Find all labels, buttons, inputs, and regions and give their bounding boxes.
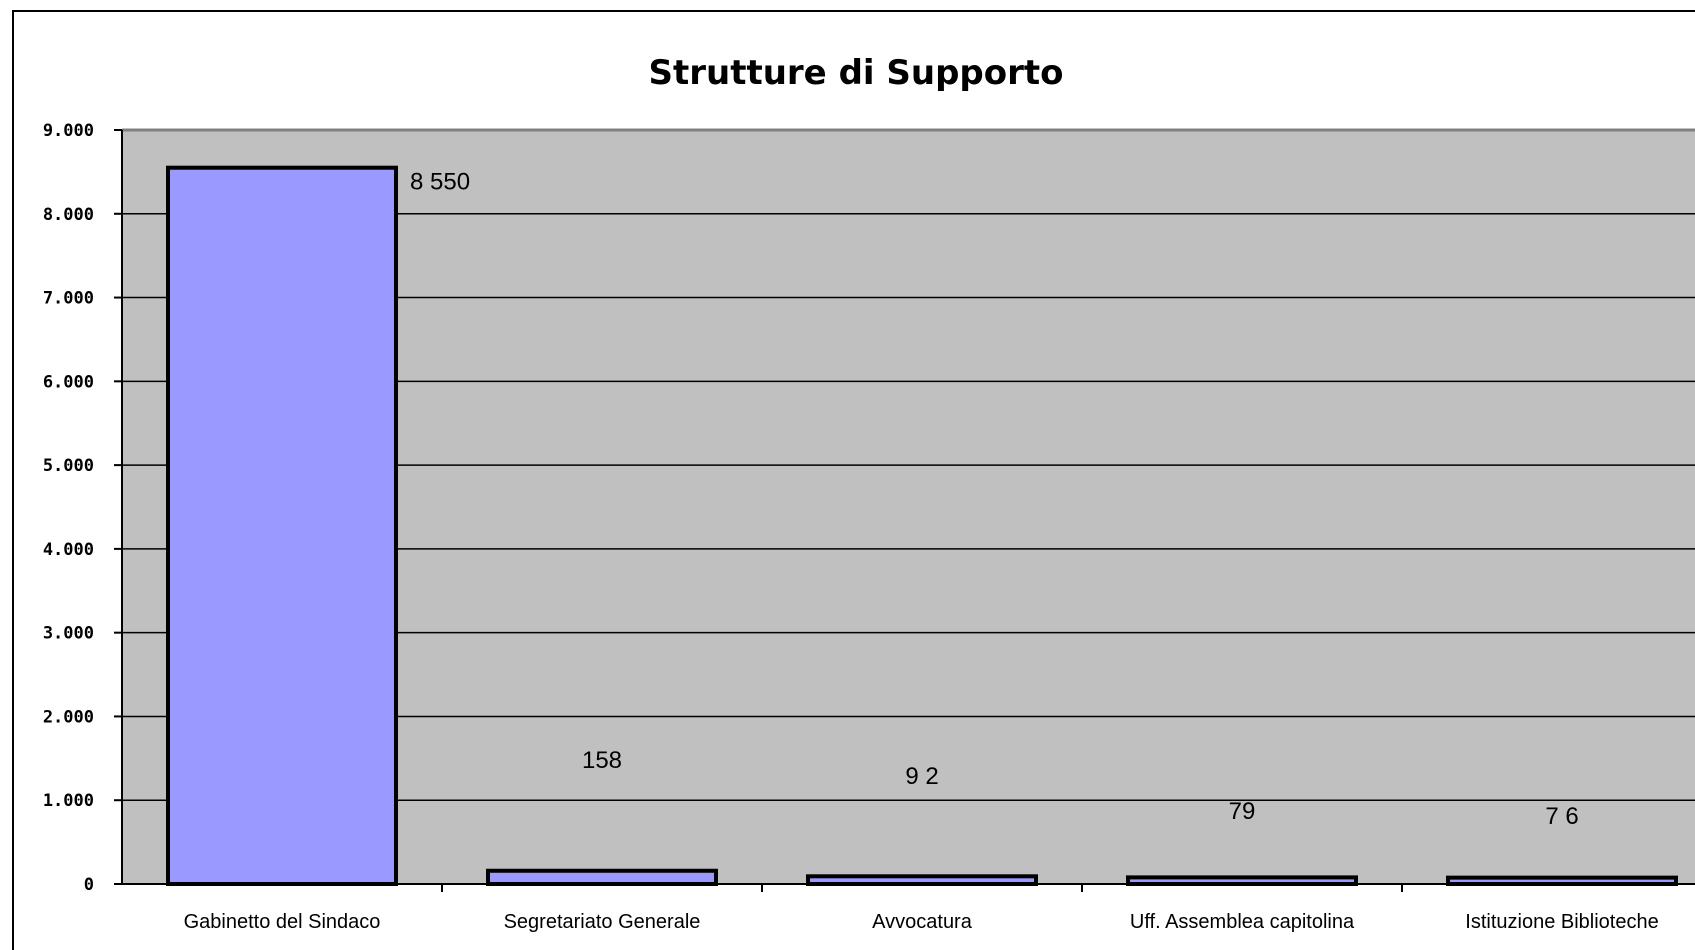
bar-0 <box>166 165 398 886</box>
bar-3 <box>1126 875 1358 886</box>
x-category-label-2: Avvocatura <box>872 911 973 933</box>
y-tick-label-8: 8.000 <box>43 205 94 225</box>
data-label-3: 79 <box>1229 798 1256 825</box>
y-tick-label-3: 3.000 <box>43 624 94 644</box>
data-label-2: 9 2 <box>905 763 938 790</box>
y-tick-label-6: 6.000 <box>43 372 94 392</box>
y-tick-label-1: 1.000 <box>43 791 94 811</box>
y-tick-label-2: 2.000 <box>43 707 94 727</box>
data-label-4: 7 6 <box>1545 803 1578 830</box>
y-tick-label-7: 7.000 <box>43 289 94 309</box>
bars <box>166 165 1678 887</box>
y-tick-label-0: 0 <box>84 875 94 895</box>
bar-1 <box>486 868 718 887</box>
bar-2 <box>806 874 1038 886</box>
bar-4 <box>1446 875 1678 886</box>
y-tick-label-4: 4.000 <box>43 540 94 560</box>
x-category-label-3: Uff. Assemblea capitolina <box>1130 911 1355 933</box>
x-category-label-4: Istituzione Biblioteche <box>1465 911 1658 933</box>
data-labels: 8 550 158 9 2 79 7 6 <box>410 169 1579 830</box>
y-axis: 0 1.000 2.000 3.000 4.000 5.000 6.000 7.000 8.00… <box>43 121 123 895</box>
x-category-label-1: Segretariato Generale <box>504 911 701 933</box>
chart-title: Strutture di Supporto <box>648 53 1063 93</box>
data-label-1: 158 <box>582 747 622 774</box>
y-tick-label-5: 5.000 <box>43 456 94 476</box>
data-label-0: 8 550 <box>410 169 470 196</box>
x-axis: Gabinetto del Sindaco Segretariato Genera… <box>122 883 1695 933</box>
x-category-label-0: Gabinetto del Sindaco <box>184 911 381 933</box>
y-tick-label-9: 9.000 <box>43 121 94 141</box>
